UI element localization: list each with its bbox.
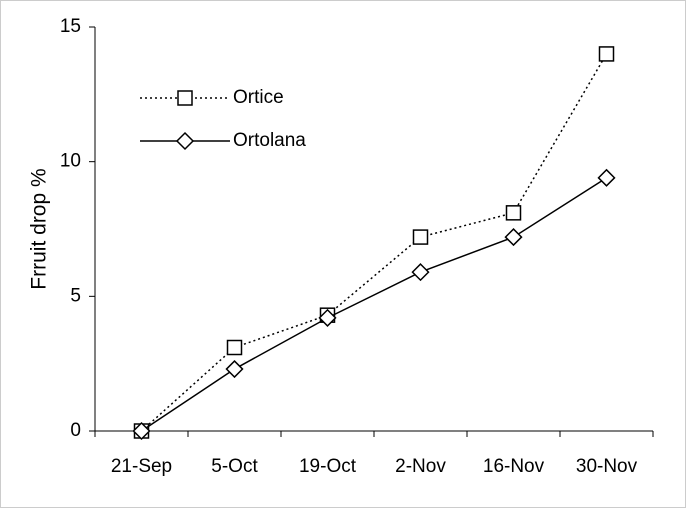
y-tick-label: 0 — [70, 420, 81, 441]
x-tick-label: 5-Oct — [211, 456, 258, 477]
marker — [132, 421, 151, 441]
x-tick-label: 30-Nov — [576, 456, 638, 477]
series-line — [140, 53, 608, 432]
marker — [175, 131, 195, 151]
marker — [225, 359, 244, 379]
y-axis-label: Frruit drop % — [28, 168, 51, 289]
x-tick-label: 16-Nov — [483, 456, 545, 477]
marker — [504, 228, 523, 247]
x-tick-label: 19-Oct — [299, 456, 357, 477]
marker — [412, 229, 429, 245]
marker — [597, 168, 616, 187]
marker — [411, 263, 430, 282]
y-tick-label: 5 — [70, 285, 81, 306]
marker — [318, 308, 337, 327]
legend-label: Ortice — [233, 87, 284, 108]
x-tick-label: 21-Sep — [111, 456, 172, 477]
marker — [226, 339, 243, 356]
marker — [177, 90, 193, 106]
y-tick-label: 10 — [60, 151, 81, 172]
y-tick-label: 15 — [60, 16, 81, 37]
marker — [505, 205, 522, 221]
x-tick-label: 2-Nov — [395, 456, 446, 477]
legend-label: Ortolana — [233, 130, 306, 151]
series-line — [141, 177, 607, 432]
marker — [598, 46, 615, 62]
